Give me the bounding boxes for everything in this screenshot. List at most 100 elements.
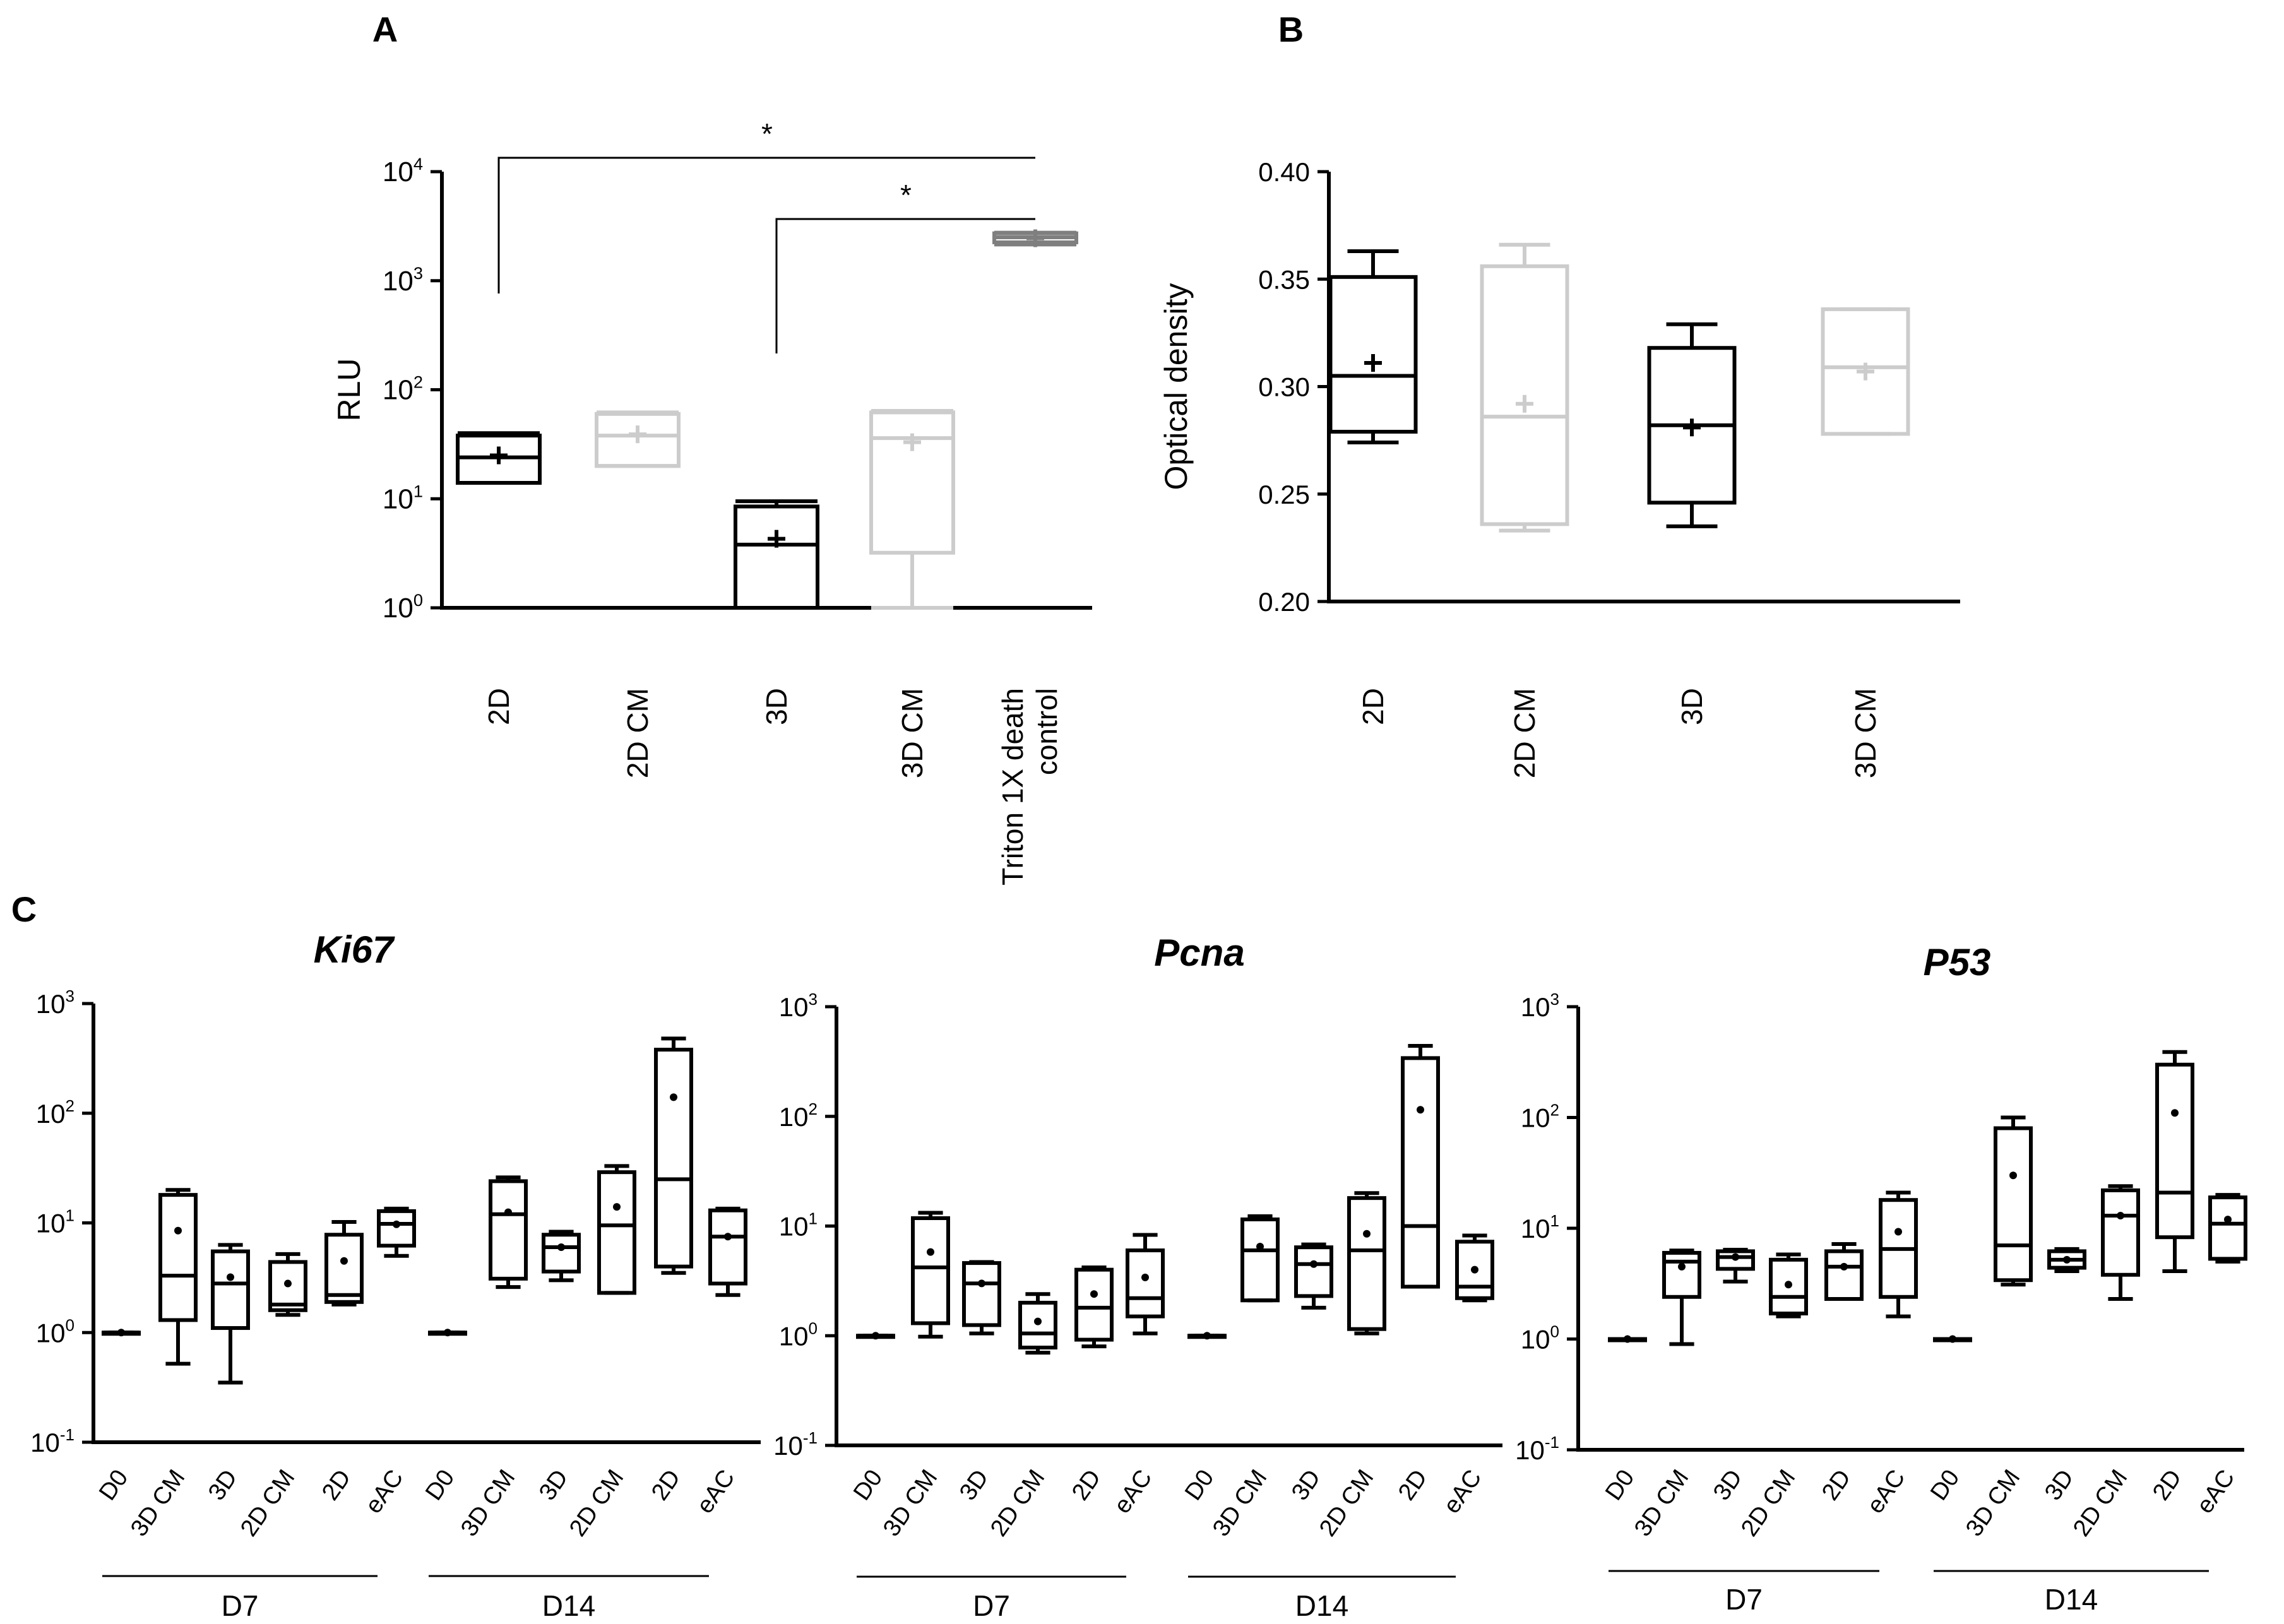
chart-a-0-mean xyxy=(490,446,508,465)
chart-ki67-3-box xyxy=(268,1260,307,1312)
chart-p53-11-box xyxy=(2208,1195,2247,1261)
chart-p53-x-tick-label: 2D CM xyxy=(2068,1465,2132,1541)
chart-p53-y-tick-label: 103 xyxy=(1521,990,1559,1022)
chart-a-y-tick-label: 100 xyxy=(383,590,423,624)
chart-a-x-tick-label: Triton 1X deathcontrol xyxy=(996,688,1063,886)
chart-a-y-tick-label: 103 xyxy=(383,263,423,297)
chart-p53-title: P53 xyxy=(1924,941,1991,983)
chart-ki67-11-box xyxy=(708,1208,747,1286)
chart-ki67-y-tick-label: 102 xyxy=(36,1096,74,1129)
chart-ki67-group-label: D7 xyxy=(222,1589,259,1622)
chart-pcna-x-tick-label: eAC xyxy=(1439,1465,1487,1519)
chart-pcna-y-tick-label: 102 xyxy=(779,1099,818,1132)
chart-pcna-2-mean xyxy=(978,1279,985,1288)
chart-pcna-x-tick-label: D0 xyxy=(848,1465,888,1505)
chart-ki67-title: Ki67 xyxy=(314,928,395,971)
chart-b-2-mean xyxy=(1683,418,1701,437)
chart-ki67-7-box xyxy=(489,1179,528,1281)
chart-ki67-x-tick-label: D0 xyxy=(420,1465,460,1505)
chart-ki67-x-tick-label: eAC xyxy=(692,1465,741,1519)
chart-ki67-8-mean xyxy=(557,1243,565,1252)
chart-a-y-tick-label: 101 xyxy=(383,481,423,514)
chart-p53-group-label: D7 xyxy=(1725,1583,1763,1616)
chart-p53-3-box xyxy=(1769,1257,1808,1316)
chart-pcna-x-tick-label: 2D xyxy=(1393,1465,1432,1505)
chart-b-0-box xyxy=(1328,275,1418,434)
chart-pcna-y-tick-label: 10-1 xyxy=(773,1428,818,1461)
chart-ki67-11-mean xyxy=(724,1233,732,1241)
chart-b-y-label: Optical density xyxy=(1158,283,1194,490)
chart-ki67-x-tick-label: 2D CM xyxy=(235,1465,300,1541)
chart-p53-2-box xyxy=(1716,1249,1755,1271)
chart-pcna-3-mean xyxy=(1034,1317,1042,1325)
chart-ki67-x-tick-label: 2D CM xyxy=(564,1465,629,1541)
chart-p53-10-mean xyxy=(2171,1109,2179,1117)
chart-a-x-tick-label: 3D CM xyxy=(896,688,929,778)
chart-ki67-10-mean xyxy=(670,1093,677,1101)
chart-b-3-mean xyxy=(1857,362,1874,381)
chart-pcna-x-tick-label: 3D xyxy=(955,1465,994,1505)
chart-b: 0.20 0.25 0.30 0.35 0.40 Optical density 2D 2D … xyxy=(1158,157,1960,778)
chart-b-y-tick-label: 0.20 xyxy=(1258,587,1310,617)
chart-pcna-group-label: D7 xyxy=(973,1589,1010,1622)
chart-pcna-y-tick-label: 100 xyxy=(779,1319,818,1351)
chart-a-y-tick-label: 102 xyxy=(383,372,423,406)
chart-ki67-7-mean xyxy=(504,1208,512,1216)
chart-pcna-9-mean xyxy=(1363,1230,1371,1238)
chart-p53-9-box xyxy=(2101,1188,2140,1277)
chart-ki67-9-mean xyxy=(613,1203,621,1211)
chart-a-sig-star: * xyxy=(761,117,773,150)
chart-pcna-9-box xyxy=(1347,1196,1386,1331)
chart-p53-x-tick-label: 3D CM xyxy=(1629,1465,1694,1541)
chart-p53-x-tick-label: 2D xyxy=(2148,1465,2187,1505)
chart-pcna-7-box xyxy=(1240,1217,1280,1303)
chart-a-y-tick-label: 104 xyxy=(383,154,423,187)
chart-pcna-2-box xyxy=(962,1261,1001,1327)
chart-ki67-x-tick-label: 2D xyxy=(317,1465,356,1505)
chart-pcna-y-tick-label: 103 xyxy=(779,990,818,1022)
chart-ki67-0-mean xyxy=(117,1329,125,1337)
chart-ki67-2-mean xyxy=(227,1273,234,1281)
chart-p53-1-box xyxy=(1662,1250,1701,1299)
chart-b-y-tick-label: 0.30 xyxy=(1258,372,1310,402)
panel-label-a: A xyxy=(372,9,398,49)
chart-b-x-tick-label: 3D xyxy=(1675,688,1708,725)
chart-p53-x-tick-label: D0 xyxy=(1925,1465,1965,1505)
chart-b-y-tick-label: 0.40 xyxy=(1258,157,1310,187)
chart-pcna-group-label: D14 xyxy=(1295,1589,1348,1622)
chart-pcna-11-box xyxy=(1455,1240,1494,1300)
chart-b-y-tick-label: 0.25 xyxy=(1258,480,1310,509)
chart-ki67-x-tick-label: eAC xyxy=(360,1465,409,1519)
chart-pcna-4-box xyxy=(1074,1267,1114,1342)
chart-a-sig-star: * xyxy=(900,179,912,211)
chart-pcna-8-mean xyxy=(1310,1260,1317,1268)
chart-p53-7-mean xyxy=(2009,1171,2017,1180)
chart-p53-x-tick-label: 3D CM xyxy=(1961,1465,2025,1541)
chart-p53-1-mean xyxy=(1678,1262,1686,1271)
chart-ki67-x-tick-label: 3D CM xyxy=(456,1465,520,1541)
chart-ki67-y-tick-label: 10-1 xyxy=(30,1425,74,1457)
chart-pcna-3-box xyxy=(1018,1300,1057,1349)
chart-p53-3-mean xyxy=(1785,1281,1792,1289)
chart-ki67-10-box xyxy=(654,1048,693,1269)
chart-a-x-tick-label: 2D CM xyxy=(621,688,654,778)
chart-a: 100 101 102 103 104 RLU 2D 2D CM 3D 3D CM Triton 1… xyxy=(331,117,1092,886)
chart-ki67-x-tick-label: 3D xyxy=(534,1465,573,1505)
chart-pcna-x-tick-label: 3D CM xyxy=(878,1465,943,1541)
chart-a-x-tick-label: 3D xyxy=(760,688,793,725)
chart-p53-x-tick-label: 3D xyxy=(2040,1465,2079,1505)
chart-a-4-mean xyxy=(1026,229,1044,247)
chart-pcna-x-tick-label: D0 xyxy=(1180,1465,1219,1505)
chart-a-1-box xyxy=(595,412,681,468)
chart-b-1-box xyxy=(1480,264,1569,526)
chart-ki67-x-tick-label: D0 xyxy=(94,1465,133,1505)
chart-p53-x-tick-label: 3D xyxy=(1708,1465,1747,1505)
chart-pcna-10-box xyxy=(1401,1056,1440,1289)
panel-label-b: B xyxy=(1278,9,1304,49)
chart-p53-x-tick-label: eAC xyxy=(2192,1465,2240,1519)
chart-p53-y-tick-label: 101 xyxy=(1521,1211,1559,1243)
chart-pcna-x-tick-label: 3D CM xyxy=(1208,1465,1272,1541)
